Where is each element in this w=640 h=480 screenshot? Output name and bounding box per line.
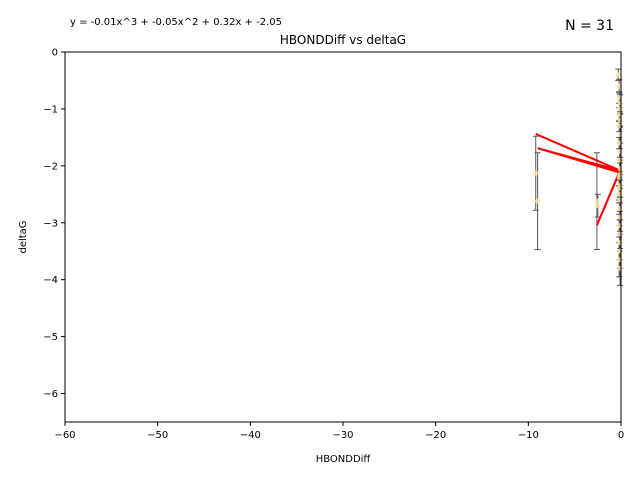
y-tick-label: −2 [43, 161, 58, 172]
data-point [616, 112, 622, 118]
x-tick-label: −50 [147, 430, 168, 441]
fit-line-group [535, 133, 622, 226]
data-point [616, 123, 622, 129]
y-axis-ticks: 0 −1 −2 −3 −4 −5 −6 [43, 48, 65, 400]
chart-title: HBONDDiff vs deltaG [280, 33, 406, 47]
x-axis-ticks: −60 −50 −40 −30 −20 −10 0 [54, 422, 624, 441]
errorbar-group [532, 68, 624, 286]
data-point [617, 132, 623, 138]
data-point [617, 166, 623, 172]
y-tick-label: −4 [43, 275, 58, 286]
fit-equation: y = -0.01x^3 + -0.05x^2 + 0.32x + -2.05 [70, 17, 282, 28]
y-axis-label: deltaG [18, 220, 29, 253]
data-point [617, 248, 623, 254]
data-point [617, 197, 623, 203]
data-point [617, 171, 623, 177]
data-point [533, 170, 539, 176]
y-tick-label: −6 [43, 389, 58, 400]
x-tick-label: −10 [518, 430, 539, 441]
y-tick-label: 0 [52, 48, 58, 59]
data-point [617, 117, 623, 123]
x-tick-label: −40 [240, 430, 261, 441]
data-point [616, 257, 622, 263]
data-point [594, 198, 600, 204]
data-point [616, 223, 622, 229]
data-point [616, 95, 622, 101]
fit-line [535, 133, 622, 226]
x-tick-label: −20 [425, 430, 446, 441]
data-point [535, 198, 541, 204]
points-group [533, 72, 623, 271]
data-point [616, 140, 622, 146]
x-axis-label: HBONDDiff [316, 454, 372, 465]
y-tick-label: −5 [43, 332, 58, 343]
n-count-label: N = 31 [565, 18, 614, 34]
x-tick-label: −30 [332, 430, 353, 441]
data-point [616, 191, 622, 197]
y-tick-label: −1 [43, 104, 58, 115]
x-tick-label: −60 [54, 430, 75, 441]
data-point [595, 203, 601, 209]
data-point [616, 83, 622, 89]
y-tick-label: −3 [43, 218, 58, 229]
data-point [617, 265, 623, 271]
data-point [617, 214, 623, 220]
data-point [617, 231, 623, 237]
data-point [616, 186, 622, 192]
x-tick-label: 0 [618, 430, 624, 441]
data-point [617, 100, 623, 106]
data-point [617, 149, 623, 155]
data-point [615, 72, 621, 78]
